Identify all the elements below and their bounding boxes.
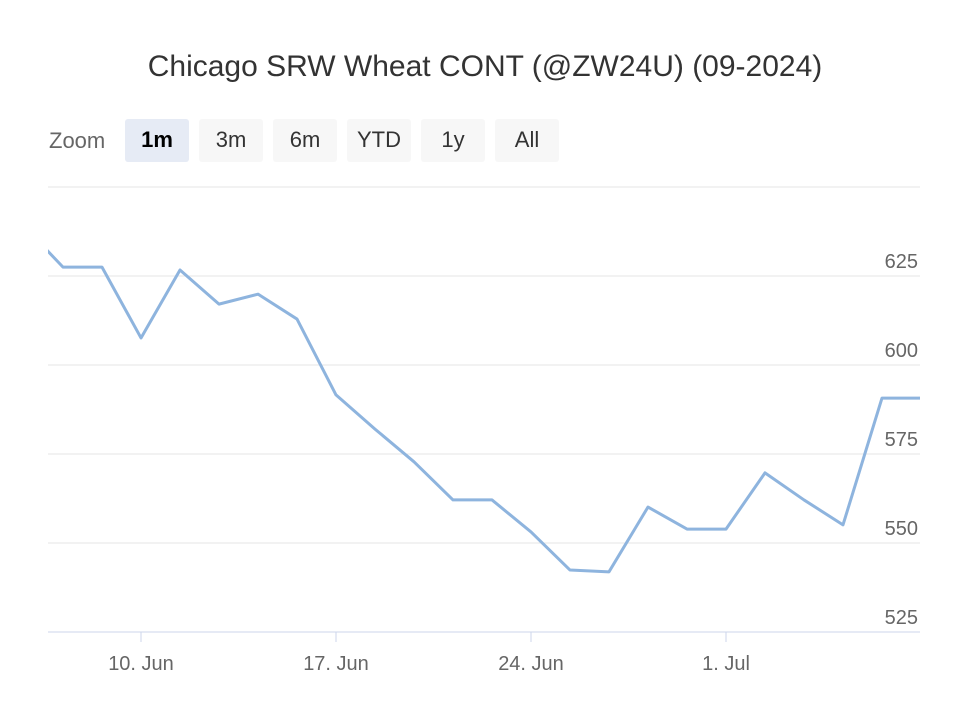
y-tick-label: 550	[885, 518, 918, 540]
series-line	[48, 249, 920, 574]
zoom-button[interactable]: 3m	[199, 119, 263, 162]
button-bg	[125, 119, 189, 162]
button-bg	[347, 119, 411, 162]
zoom-label: Zoom	[49, 128, 105, 153]
zoom-button[interactable]: YTD	[347, 119, 411, 162]
zoom-button[interactable]: 1m	[125, 119, 189, 162]
chart-title: Chicago SRW Wheat CONT (@ZW24U) (09-2024…	[148, 50, 823, 83]
x-tick-label: 10. Jun	[108, 653, 174, 675]
button-label: 6m	[290, 127, 321, 152]
x-tick-label: 17. Jun	[303, 653, 369, 675]
x-tick-label: 1. Jul	[702, 653, 750, 675]
zoom-buttons: 1m 3m 6m YTD 1y All	[125, 119, 559, 162]
button-bg	[421, 119, 485, 162]
y-tick-label: 525	[885, 607, 918, 629]
y-tick-label: 625	[885, 251, 918, 273]
y-tick-label: 575	[885, 429, 918, 451]
button-label: 1m	[141, 127, 173, 152]
zoom-button[interactable]: 1y	[421, 119, 485, 162]
button-bg	[199, 119, 263, 162]
button-label: 3m	[216, 127, 247, 152]
button-label: All	[515, 127, 539, 152]
button-bg	[273, 119, 337, 162]
y-tick-label: 600	[885, 340, 918, 362]
button-bg	[495, 119, 559, 162]
x-tick-label: 24. Jun	[498, 653, 564, 675]
button-label: YTD	[357, 127, 401, 152]
zoom-button[interactable]: 6m	[273, 119, 337, 162]
zoom-button[interactable]: All	[495, 119, 559, 162]
button-label: 1y	[441, 127, 464, 152]
